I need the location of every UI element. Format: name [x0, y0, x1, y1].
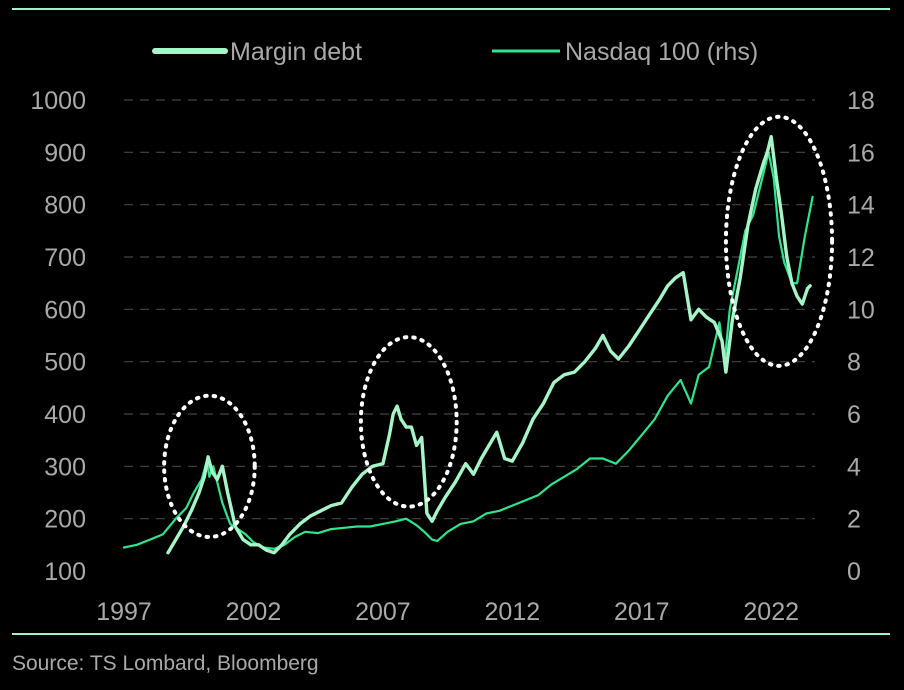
right-tick-label: 10 [847, 296, 875, 324]
left-axis-ticks: 1000 900 800 700 600 500 400 300 200 100 [30, 87, 86, 586]
left-tick-label: 600 [44, 296, 86, 324]
series-line-margin-debt [166, 134, 812, 555]
legend-label-nasdaq: Nasdaq 100 (rhs) [565, 38, 758, 66]
right-tick-label: 2 [847, 506, 861, 534]
right-axis-ticks: 18 16 14 12 10 8 6 4 2 0 [847, 87, 875, 586]
left-tick-label: 100 [44, 558, 86, 586]
x-tick-label: 2017 [614, 598, 670, 626]
right-tick-label: 0 [847, 558, 861, 586]
left-tick-label: 400 [44, 401, 86, 429]
left-tick-label: 1000 [30, 87, 86, 115]
right-tick-label: 6 [847, 401, 861, 429]
right-tick-label: 12 [847, 244, 875, 272]
left-tick-label: 700 [44, 244, 86, 272]
source-note: Source: TS Lombard, Bloomberg [12, 652, 319, 675]
highlight-circle [723, 114, 835, 368]
left-tick-label: 300 [44, 453, 86, 481]
x-tick-label: 2012 [485, 598, 541, 626]
right-tick-label: 16 [847, 139, 875, 167]
legend-label-margin-debt: Margin debt [230, 38, 362, 66]
right-tick-label: 8 [847, 349, 861, 377]
left-tick-label: 900 [44, 139, 86, 167]
left-tick-label: 200 [44, 506, 86, 534]
highlight-circle [162, 393, 257, 539]
x-tick-label: 1997 [96, 598, 152, 626]
right-tick-label: 4 [847, 453, 861, 481]
left-tick-label: 800 [44, 192, 86, 220]
highlight-layer [162, 114, 835, 539]
legend: Margin debt Nasdaq 100 (rhs) [152, 38, 758, 66]
series-line-nasdaq [122, 151, 814, 550]
highlight-circle [358, 335, 459, 509]
right-tick-label: 14 [847, 192, 875, 220]
left-tick-label: 500 [44, 349, 86, 377]
right-tick-label: 18 [847, 87, 875, 115]
gridlines [124, 99, 815, 520]
x-tick-label: 2022 [743, 598, 799, 626]
x-tick-label: 2002 [226, 598, 282, 626]
x-axis-ticks: 1997 2002 2007 2012 2017 2022 [96, 598, 799, 626]
series-layer [122, 134, 814, 555]
x-tick-label: 2007 [355, 598, 411, 626]
